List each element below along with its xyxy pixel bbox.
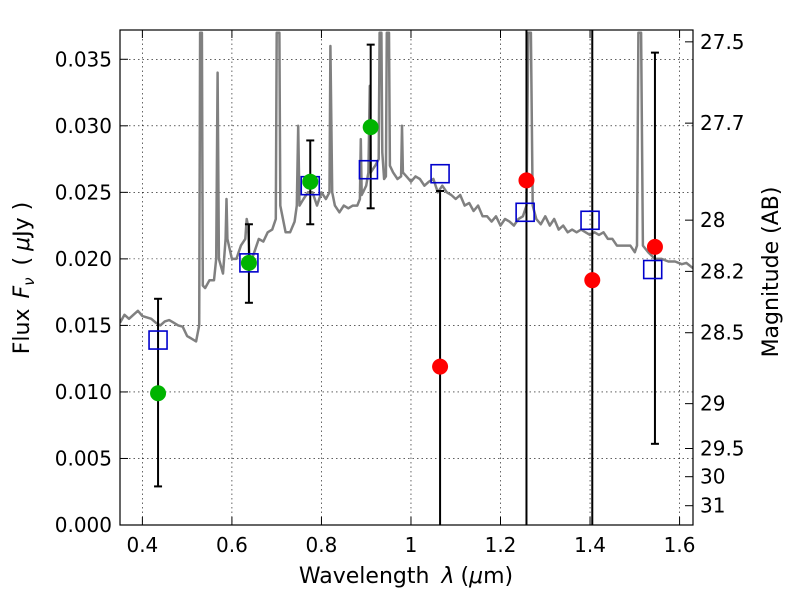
y2-tick-label: 31 (700, 494, 725, 518)
x-tick-label: 1.6 (664, 533, 696, 557)
detection-marker (302, 173, 319, 190)
y-tick-label: 0.000 (55, 513, 112, 537)
detection-marker (362, 119, 379, 136)
y-tick-label: 0.035 (55, 47, 112, 71)
y-tick-label: 0.010 (55, 380, 112, 404)
model-photometry-marker (515, 202, 535, 223)
y2-tick-label: 28 (700, 208, 725, 232)
upper-limit-marker (584, 272, 601, 289)
y2-tick-label: 29 (700, 392, 725, 416)
model-photometry-marker (430, 163, 450, 184)
upper-limit-marker (518, 172, 535, 189)
model-photometry-marker (642, 259, 663, 280)
model-photometry-marker (239, 253, 259, 273)
plot-background (120, 30, 693, 525)
y2-tick-label: 28.2 (700, 259, 745, 283)
x-axis-label: Wavelength λ (μm) (299, 564, 513, 589)
x-tick-label: 1 (405, 533, 418, 557)
y-tick-label: 0.005 (55, 446, 112, 470)
detection-marker (240, 254, 257, 271)
data-layer (120, 30, 693, 525)
x-tick-label: 0.8 (306, 533, 338, 557)
upper-limit-marker (646, 238, 663, 255)
y2-tick-label: 30 (700, 465, 725, 489)
y2-tick-label: 28.5 (700, 321, 745, 345)
x-tick-label: 1.2 (485, 533, 517, 557)
y2-tick-label: 29.5 (700, 436, 745, 460)
y-tick-label: 0.025 (55, 180, 112, 204)
y2-axis-label: Magnitude (AB) (759, 187, 784, 358)
model-photometry-marker (358, 159, 379, 180)
model-spectrum-line (120, 31, 693, 343)
y-tick-label: 0.020 (55, 247, 112, 271)
model-photometry-marker (580, 210, 600, 231)
detection-marker (150, 385, 167, 402)
y-axis-label: FluxFν(μJy ) (10, 202, 38, 354)
y-tick-label: 0.030 (55, 114, 112, 138)
ticks: 0.4 0.6 0.8 1 1.2 1.4 1.6 0.000 0.005 0.010 0.015 0… (55, 30, 745, 557)
x-tick-label: 0.6 (216, 533, 248, 557)
model-photometry-marker (148, 330, 168, 350)
y2-tick-label: 27.5 (700, 30, 745, 54)
upper-limit-marker (432, 358, 449, 375)
y-tick-label: 0.015 (55, 313, 112, 337)
y2-tick-label: 27.7 (700, 111, 745, 135)
x-tick-label: 0.4 (126, 533, 158, 557)
plot-frame (119, 29, 694, 526)
x-tick-label: 1.4 (574, 533, 606, 557)
